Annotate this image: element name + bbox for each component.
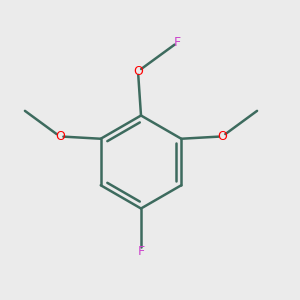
Text: O: O: [55, 130, 65, 143]
Text: O: O: [217, 130, 227, 143]
Text: O: O: [133, 65, 143, 78]
Text: F: F: [137, 245, 145, 258]
Text: F: F: [174, 36, 181, 49]
